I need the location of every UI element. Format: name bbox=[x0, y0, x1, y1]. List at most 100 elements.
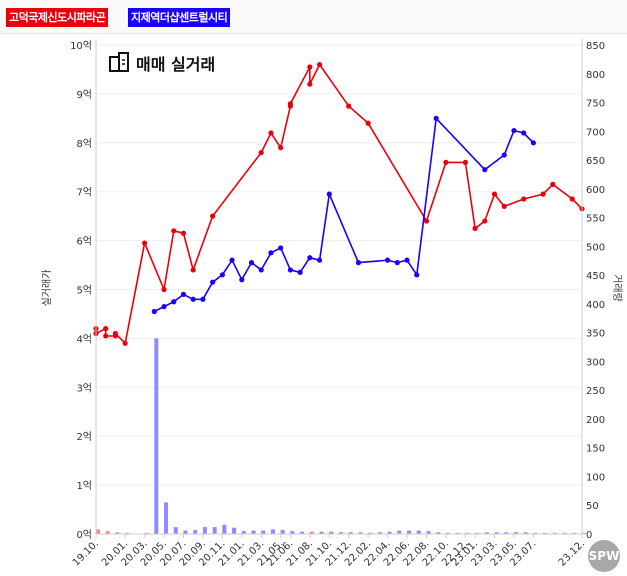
y2-tick-label: 500 bbox=[586, 242, 605, 253]
y-tick-label: 0억 bbox=[76, 529, 92, 541]
grid-lines bbox=[96, 44, 582, 535]
data-point bbox=[219, 272, 225, 278]
data-point bbox=[278, 145, 284, 151]
volume-bar bbox=[504, 532, 509, 534]
data-point bbox=[297, 269, 303, 275]
data-point bbox=[278, 245, 284, 251]
data-point bbox=[307, 255, 313, 261]
volume-bar bbox=[212, 527, 217, 534]
y-tick-label: 1억 bbox=[76, 480, 92, 492]
data-point bbox=[443, 159, 449, 165]
data-point bbox=[491, 191, 498, 197]
legend-series-1[interactable]: 고덕국제신도시파라곤 bbox=[6, 8, 109, 27]
data-point bbox=[404, 257, 410, 263]
volume-bar bbox=[329, 531, 334, 534]
volume-bar bbox=[455, 532, 460, 534]
data-point bbox=[200, 296, 206, 302]
volume-bar bbox=[436, 532, 441, 534]
y2-tick-label: 250 bbox=[586, 386, 605, 397]
volume-bar bbox=[387, 531, 392, 534]
data-point bbox=[511, 127, 517, 134]
volume-bar bbox=[280, 529, 285, 534]
x-tick-label: 19.10. bbox=[71, 538, 101, 568]
data-point bbox=[190, 267, 196, 273]
volume-bar bbox=[241, 531, 246, 534]
x-tick-label: 23.12. bbox=[557, 538, 587, 568]
data-point bbox=[316, 61, 323, 68]
volume-bar bbox=[562, 532, 567, 534]
data-point bbox=[229, 257, 235, 263]
data-point bbox=[521, 130, 527, 136]
data-point bbox=[482, 167, 488, 173]
data-point bbox=[385, 257, 391, 263]
y2-tick-label: 450 bbox=[586, 271, 605, 282]
legend-series-2[interactable]: 지제역더샵센트럴시티 bbox=[128, 8, 231, 27]
y2-tick-label: 0 bbox=[586, 530, 592, 541]
data-point bbox=[316, 257, 323, 263]
data-point bbox=[569, 196, 575, 202]
y-tick-label: 5억 bbox=[76, 285, 92, 297]
y-tick-label: 7억 bbox=[76, 187, 92, 199]
data-point bbox=[462, 159, 468, 165]
volume-bar bbox=[582, 532, 586, 534]
data-point bbox=[103, 326, 109, 332]
data-point bbox=[482, 218, 488, 224]
y-axis-title: 실거래가 bbox=[41, 270, 53, 307]
data-point bbox=[171, 299, 177, 305]
data-point bbox=[258, 267, 264, 273]
y2-axis-title: 거래량 bbox=[611, 274, 623, 302]
data-point bbox=[414, 272, 420, 278]
volume-bar bbox=[543, 532, 548, 534]
data-point bbox=[151, 308, 157, 315]
volume-bar bbox=[407, 530, 412, 534]
data-point bbox=[307, 64, 313, 70]
data-point bbox=[239, 277, 245, 283]
y2-tick-label: 200 bbox=[586, 415, 605, 426]
volume-bar bbox=[319, 531, 324, 534]
volume-bar bbox=[193, 529, 198, 534]
volume-bar bbox=[377, 532, 382, 534]
data-point bbox=[540, 191, 546, 197]
volume-bar bbox=[105, 531, 110, 534]
volume-bar bbox=[270, 529, 275, 534]
volume-bar bbox=[416, 530, 421, 534]
series-line-1 bbox=[95, 63, 583, 345]
volume-bar bbox=[232, 527, 237, 534]
y-tick-label: 6억 bbox=[76, 236, 92, 248]
volume-bar bbox=[290, 531, 295, 534]
data-point bbox=[142, 240, 148, 246]
data-point bbox=[550, 181, 556, 187]
data-point bbox=[501, 203, 507, 209]
data-point bbox=[248, 260, 255, 266]
volume-bar bbox=[173, 527, 178, 534]
volume-bar bbox=[533, 532, 538, 534]
data-point bbox=[112, 330, 119, 337]
data-point bbox=[210, 279, 216, 285]
data-point bbox=[268, 130, 274, 136]
data-point bbox=[307, 81, 313, 87]
volume-bar bbox=[261, 530, 266, 534]
y2-tick-label: 700 bbox=[586, 127, 605, 138]
volume-bar bbox=[144, 532, 149, 534]
y2-tick-label: 400 bbox=[586, 300, 605, 311]
y-tick-label: 10억 bbox=[70, 40, 92, 52]
data-point bbox=[180, 230, 187, 236]
y-tick-label: 3억 bbox=[76, 382, 92, 394]
volume-bar bbox=[397, 530, 402, 534]
data-point bbox=[394, 260, 400, 266]
volume-bar bbox=[251, 530, 256, 534]
data-point bbox=[433, 115, 439, 121]
volume-bar bbox=[465, 532, 470, 534]
volume-bars bbox=[96, 338, 586, 534]
chart-title-group: 매매 실거래 bbox=[109, 52, 215, 74]
data-point bbox=[161, 286, 167, 293]
volume-bar bbox=[154, 338, 159, 534]
y2-tick-label: 100 bbox=[586, 472, 605, 483]
legend-bar: 고덕국제신도시파라곤 지제역더샵센트럴시티 bbox=[0, 0, 627, 34]
data-point bbox=[210, 213, 216, 219]
data-point bbox=[258, 149, 264, 156]
data-point bbox=[190, 296, 196, 302]
data-point bbox=[521, 196, 527, 202]
data-point bbox=[171, 228, 177, 234]
